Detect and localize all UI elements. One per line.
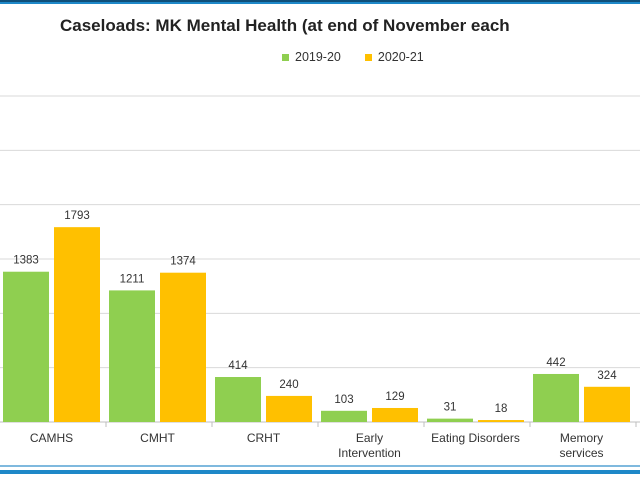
data-label: 18	[495, 403, 508, 415]
category-label: CMHT	[140, 431, 175, 445]
bar-2019-20	[533, 373, 579, 422]
bar-2019-20	[321, 410, 367, 422]
legend-item-2020-21: 2020-21	[364, 50, 424, 64]
data-label: 103	[334, 394, 353, 406]
bar-2020-21	[54, 227, 100, 422]
bottom-divider	[0, 465, 640, 467]
bar-2019-20	[3, 271, 49, 422]
legend-swatch-2019-20	[282, 53, 289, 61]
legend-label-2020-21: 2020-21	[377, 50, 424, 64]
category-label: CRHT	[247, 431, 281, 445]
category-label: Intervention	[338, 446, 401, 460]
data-label: 240	[279, 379, 298, 391]
legend-item-2019-20: 2019-20	[282, 50, 341, 64]
bar-2019-20	[427, 418, 473, 422]
bar-2020-21	[478, 420, 524, 422]
top-border	[0, 0, 640, 4]
data-label: 1374	[170, 256, 196, 268]
bottom-border	[0, 470, 640, 474]
category-label: services	[559, 446, 603, 460]
bar-2019-20	[109, 290, 155, 422]
top-border-shadow	[0, 0, 640, 2]
category-label: Memory	[560, 431, 603, 445]
data-label: 31	[444, 402, 457, 414]
data-label: 1793	[64, 210, 90, 222]
chart-legend: 2019-20 2020-21	[282, 48, 448, 66]
category-label: CAMHS	[30, 431, 73, 445]
bar-2020-21	[160, 272, 206, 422]
bar-2020-21	[266, 395, 312, 422]
category-label: Early	[356, 431, 383, 445]
category-label: Eating Disorders	[431, 431, 520, 445]
data-label: 129	[385, 391, 404, 403]
legend-label-2019-20: 2019-20	[295, 50, 341, 64]
bar-2019-20	[215, 377, 261, 422]
data-label: 1211	[120, 273, 145, 285]
bar-2020-21	[372, 407, 418, 422]
data-label: 414	[228, 360, 248, 372]
chart-title: Caseloads: MK Mental Health (at end of N…	[60, 16, 510, 35]
legend-swatch-2020-21	[364, 53, 372, 61]
bar-2020-21	[584, 386, 630, 422]
data-label: 1383	[13, 255, 39, 267]
data-label: 324	[597, 370, 617, 382]
data-label: 442	[546, 357, 565, 369]
